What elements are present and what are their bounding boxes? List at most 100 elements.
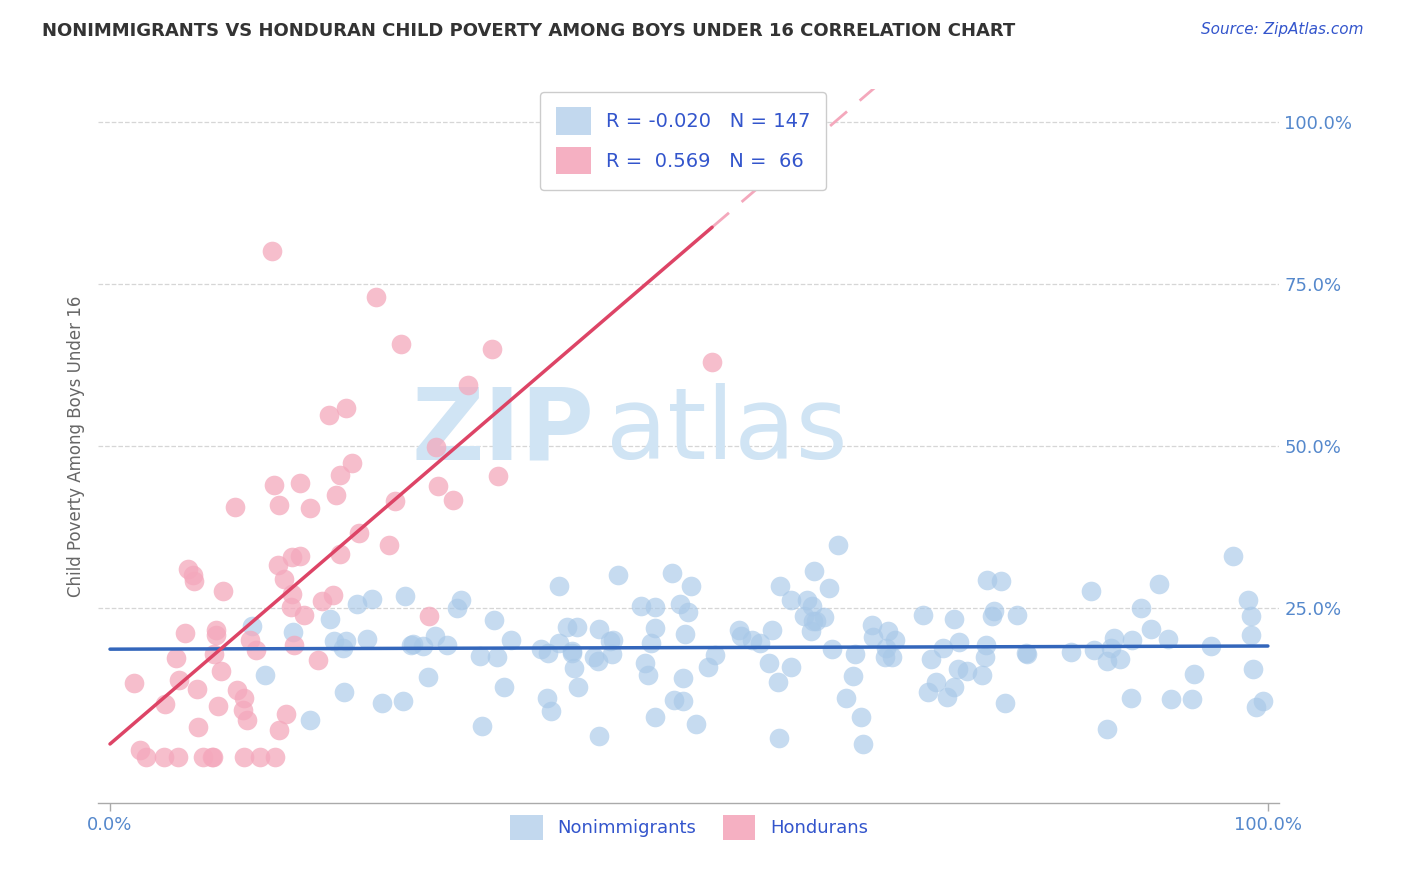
Point — [679, 579, 702, 593]
Point — [800, 599, 823, 614]
Point — [224, 500, 246, 515]
Point — [943, 612, 966, 626]
Point — [292, 607, 315, 622]
Point — [925, 674, 948, 689]
Point — [239, 633, 262, 648]
Point — [1130, 600, 1153, 615]
Point — [360, 592, 382, 607]
Point — [661, 566, 683, 580]
Point — [1237, 593, 1260, 607]
Point — [673, 627, 696, 641]
Point — [1017, 647, 1039, 661]
Point — [402, 637, 425, 651]
Point — [322, 634, 344, 648]
Point — [602, 632, 624, 647]
Point — [1181, 692, 1204, 706]
Point — [280, 599, 302, 614]
Point — [806, 614, 828, 628]
Point — [298, 713, 321, 727]
Point — [484, 613, 506, 627]
Point — [749, 636, 772, 650]
Point — [122, 675, 145, 690]
Point — [263, 478, 285, 492]
Point — [322, 588, 344, 602]
Point — [1121, 633, 1143, 648]
Point — [486, 468, 509, 483]
Point — [425, 440, 447, 454]
Point — [942, 681, 965, 695]
Point — [1182, 667, 1205, 681]
Point — [356, 632, 378, 646]
Point — [290, 475, 312, 490]
Point — [416, 669, 439, 683]
Point — [852, 738, 875, 752]
Point — [700, 354, 723, 368]
Point — [267, 723, 290, 737]
Point — [446, 601, 468, 615]
Point — [561, 644, 583, 658]
Point — [877, 624, 900, 639]
Point — [586, 654, 609, 668]
Point — [177, 561, 200, 575]
Point — [307, 653, 329, 667]
Point — [644, 621, 666, 635]
Point — [183, 568, 205, 582]
Point — [378, 538, 401, 552]
Point — [319, 612, 342, 626]
Point — [884, 633, 907, 648]
Point — [676, 606, 699, 620]
Point — [486, 649, 509, 664]
Point — [880, 650, 903, 665]
Point — [273, 572, 295, 586]
Point — [842, 669, 865, 683]
Point — [399, 638, 422, 652]
Point — [644, 600, 666, 615]
Point — [501, 632, 523, 647]
Point — [129, 743, 152, 757]
Point — [423, 629, 446, 643]
Point — [366, 290, 388, 304]
Point — [817, 581, 839, 595]
Point — [1222, 549, 1244, 564]
Point — [599, 634, 621, 648]
Point — [769, 579, 792, 593]
Point — [1241, 661, 1264, 675]
Point — [761, 623, 783, 637]
Point — [226, 682, 249, 697]
Point — [394, 589, 416, 603]
Point — [827, 538, 849, 552]
Point — [1005, 608, 1028, 623]
Point — [329, 547, 352, 561]
Point — [236, 713, 259, 727]
Point — [588, 622, 610, 636]
Point — [948, 635, 970, 649]
Point — [232, 691, 254, 706]
Point — [730, 629, 752, 643]
Point — [768, 731, 790, 746]
Point — [555, 620, 578, 634]
Point — [741, 633, 763, 648]
Point — [311, 594, 333, 608]
Point — [956, 664, 979, 678]
Point — [697, 660, 720, 674]
Text: ZIP: ZIP — [412, 384, 595, 480]
Point — [153, 750, 176, 764]
Point — [561, 646, 583, 660]
Point — [1240, 628, 1263, 642]
Point — [540, 704, 562, 718]
Point — [685, 717, 707, 731]
Point — [548, 635, 571, 649]
Point — [211, 584, 233, 599]
Point — [634, 656, 657, 670]
Point — [135, 750, 157, 764]
Point — [801, 614, 824, 628]
Point — [209, 664, 232, 678]
Point — [644, 710, 666, 724]
Point — [935, 690, 957, 705]
Point — [844, 648, 866, 662]
Point — [547, 579, 569, 593]
Point — [283, 624, 305, 639]
Point — [318, 408, 340, 422]
Point — [1083, 642, 1105, 657]
Point — [201, 750, 224, 764]
